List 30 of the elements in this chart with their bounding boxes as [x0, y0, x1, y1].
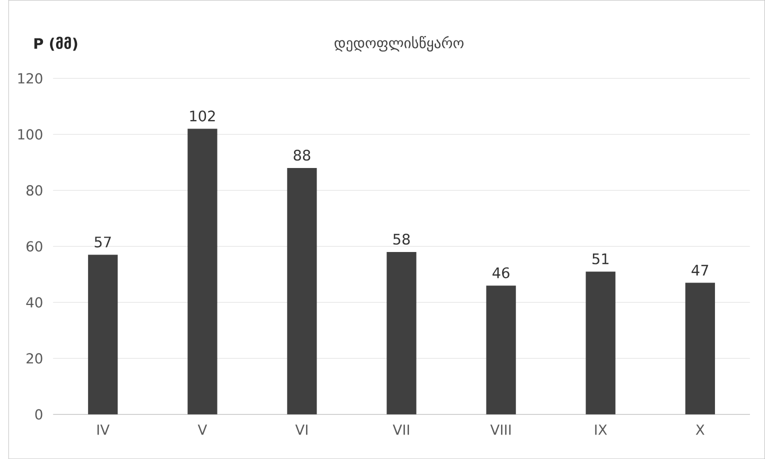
x-tick-label: VI — [295, 424, 308, 435]
y-tick-label: 80 — [26, 185, 42, 196]
y-tick-label: 0 — [35, 409, 42, 420]
bar — [486, 286, 516, 414]
data-label: 57 — [94, 236, 111, 248]
x-tick-label: IV — [97, 424, 110, 435]
data-label: 102 — [190, 110, 215, 122]
data-label: 46 — [492, 267, 510, 278]
data-label: 47 — [692, 264, 708, 276]
x-tick-label: VII — [392, 424, 409, 435]
y-tick-label: 60 — [26, 241, 42, 252]
data-label: 88 — [294, 150, 310, 161]
x-tick-label: V — [198, 424, 208, 435]
bar — [188, 128, 218, 414]
bar — [88, 254, 118, 414]
data-label: 58 — [393, 234, 410, 245]
y-tick-label: 120 — [18, 73, 42, 84]
x-tick-label: X — [696, 424, 704, 435]
y-tick-label: 20 — [26, 353, 42, 364]
bar — [586, 272, 616, 414]
bar — [287, 168, 317, 414]
y-tick-label: 40 — [26, 297, 42, 308]
x-tick-label: VIII — [490, 424, 511, 435]
data-label: 51 — [592, 253, 608, 264]
x-tick-label: IX — [595, 424, 607, 435]
bar — [685, 282, 715, 414]
y-tick-label: 100 — [18, 129, 42, 140]
chart-title: დედოფლისწყარო — [334, 36, 464, 52]
bar — [386, 252, 416, 414]
y-axis-title: P (მმ) — [34, 36, 78, 51]
